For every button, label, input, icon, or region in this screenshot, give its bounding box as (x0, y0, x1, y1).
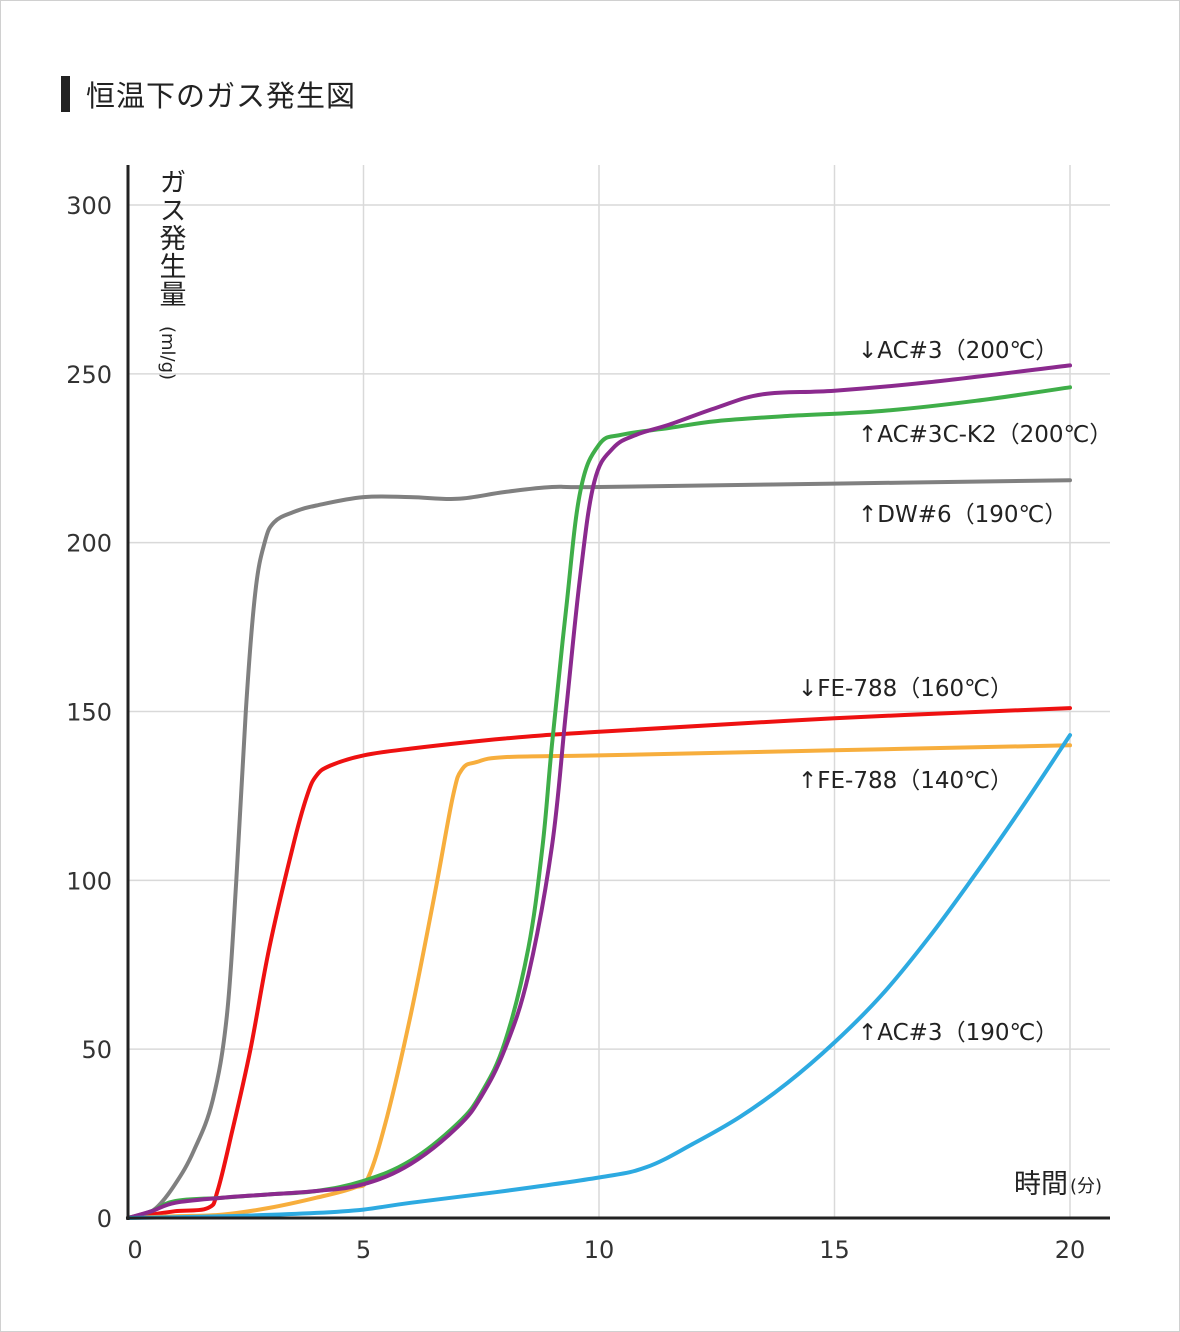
y-tick-label-300: 300 (66, 192, 112, 220)
series-label-5: ↑AC#3（190℃） (858, 1020, 1058, 1046)
series-label-4: ↓AC#3（200℃） (858, 338, 1058, 364)
x-axis-label: 時間 (1014, 1169, 1068, 1200)
series-line-4 (126, 363, 1072, 1220)
x-tick-label-20: 20 (1055, 1236, 1086, 1264)
series-line-2 (126, 743, 1072, 1220)
x-tick-label-5: 5 (356, 1236, 371, 1264)
title-block: 恒温下のガス発生図 (61, 73, 356, 115)
page-title: 恒温下のガス発生図 (86, 79, 357, 113)
series-label-2: ↑FE-788（140℃） (798, 768, 1013, 794)
series-group (126, 363, 1072, 1220)
series-line-0 (126, 478, 1072, 1220)
y-axis-label: ガス発生量 (155, 168, 187, 308)
tick-labels: 0 50 100 150 200 250 300 0 5 10 15 20 (66, 192, 1085, 1264)
series-line-1 (126, 706, 1072, 1220)
y-tick-label-100: 100 (66, 867, 112, 895)
y-tick-label-0: 0 (97, 1205, 112, 1233)
x-tick-label-10: 10 (584, 1236, 615, 1264)
x-tick-label-0: 0 (127, 1236, 142, 1264)
x-axis-unit: (分) (1070, 1176, 1102, 1197)
y-tick-label-150: 150 (66, 699, 112, 727)
y-tick-label-200: 200 (66, 530, 112, 558)
x-tick-label-15: 15 (819, 1236, 850, 1264)
series-line-5 (126, 733, 1072, 1220)
y-axis-unit: (ml/g) (157, 326, 178, 380)
series-label-0: ↑DW#6（190℃） (858, 502, 1067, 528)
series-labels: ↑DW#6（190℃） ↓FE-788（160℃） ↑FE-788（140℃） ↑AC… (798, 338, 1112, 1046)
y-tick-label-250: 250 (66, 361, 112, 389)
series-label-3: ↑AC#3C-K2（200℃） (858, 422, 1112, 448)
y-tick-label-50: 50 (81, 1036, 112, 1064)
series-label-1: ↓FE-788（160℃） (798, 676, 1013, 702)
title-accent-bar (61, 76, 70, 112)
axes-group (126, 165, 1110, 1220)
